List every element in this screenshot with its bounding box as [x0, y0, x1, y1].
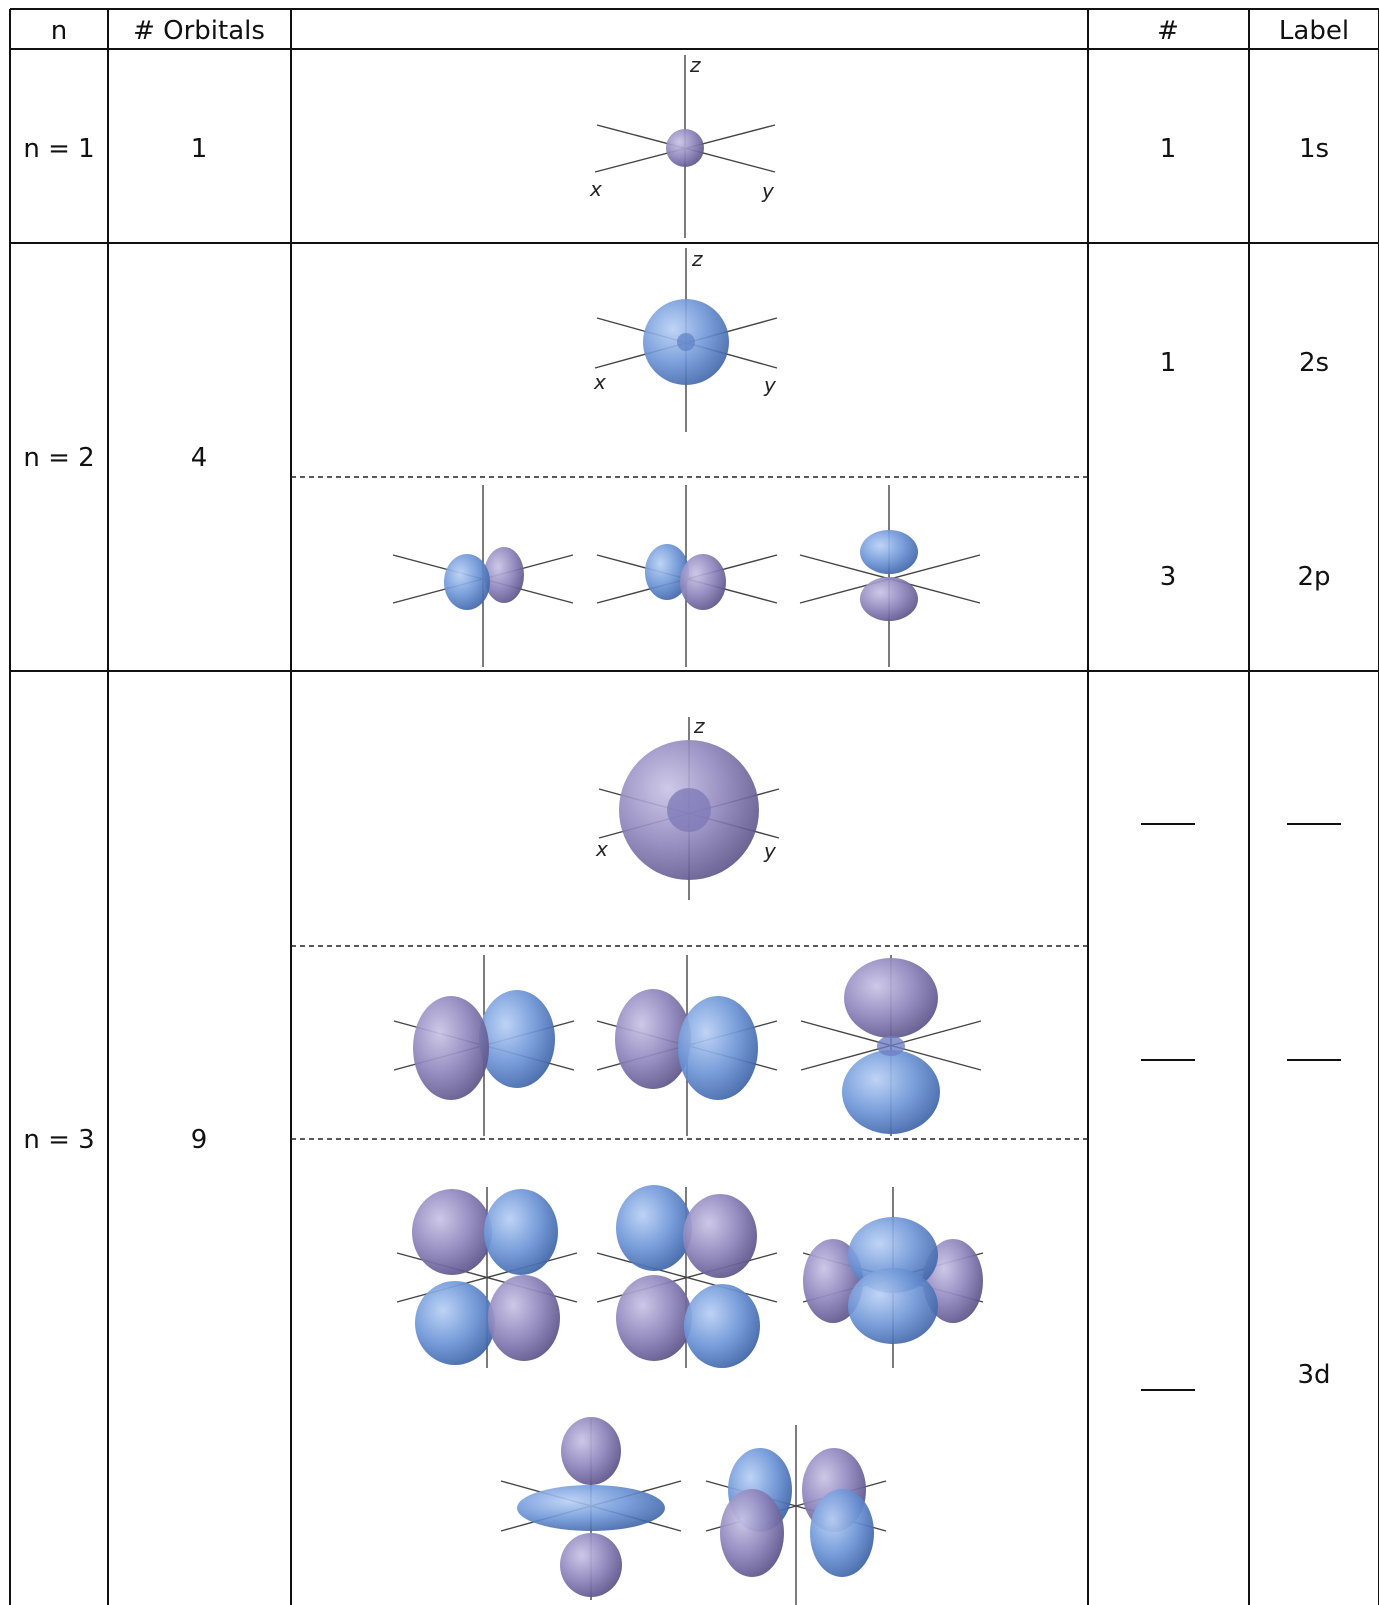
- svg-text:y: y: [763, 839, 777, 863]
- orbital-3dx2y2: [705, 1425, 887, 1605]
- axis-x-label: x: [589, 177, 602, 201]
- row-n-1: n = 1: [23, 134, 95, 164]
- svg-text:x: x: [593, 370, 606, 394]
- header-count: #: [1157, 16, 1179, 46]
- orbital-3py: [596, 955, 778, 1136]
- orbital-3s: z x y: [595, 714, 780, 900]
- orbital-3dz2: [500, 1417, 682, 1600]
- axis-z-label: z: [689, 53, 701, 77]
- orbital-3pz: [800, 955, 982, 1136]
- label-2s: 2s: [1298, 348, 1330, 378]
- axis-y-label: y: [761, 179, 775, 203]
- orbital-3px: [393, 955, 575, 1136]
- row-n-2: n = 2: [23, 443, 95, 473]
- orbital-3dxz: [596, 1185, 778, 1368]
- label-3d: 3d: [1297, 1360, 1331, 1390]
- header-n: n: [50, 16, 68, 46]
- orbital-2px: [392, 485, 574, 667]
- svg-text:x: x: [595, 837, 608, 861]
- orbital-3dyz: [802, 1187, 984, 1368]
- orbital-2pz: [799, 485, 981, 667]
- label-3p-blank: [1287, 1059, 1341, 1061]
- row-orbitals-1: 1: [190, 134, 208, 164]
- header-orbitals: # Orbitals: [133, 16, 265, 46]
- orbital-2py: [596, 485, 778, 667]
- svg-text:z: z: [693, 714, 705, 738]
- svg-text:y: y: [763, 373, 777, 397]
- count-1s: 1: [1159, 134, 1177, 164]
- label-2p: 2p: [1297, 562, 1331, 592]
- row-orbitals-2: 4: [190, 443, 208, 473]
- row-orbitals-3: 9: [190, 1125, 208, 1155]
- orbital-2s: z x y: [593, 247, 778, 432]
- count-2s: 1: [1159, 348, 1177, 378]
- label-1s: 1s: [1298, 134, 1330, 164]
- count-3d-blank: [1141, 1389, 1195, 1391]
- row-n-3: n = 3: [23, 1125, 95, 1155]
- count-3s-blank: [1141, 823, 1195, 825]
- svg-text:z: z: [691, 247, 703, 271]
- header-label: Label: [1278, 16, 1350, 46]
- label-3s-blank: [1287, 823, 1341, 825]
- count-3p-blank: [1141, 1059, 1195, 1061]
- count-2p: 3: [1159, 562, 1177, 592]
- orbital-3dxy: [396, 1187, 578, 1368]
- orbital-1s: z x y: [589, 53, 776, 238]
